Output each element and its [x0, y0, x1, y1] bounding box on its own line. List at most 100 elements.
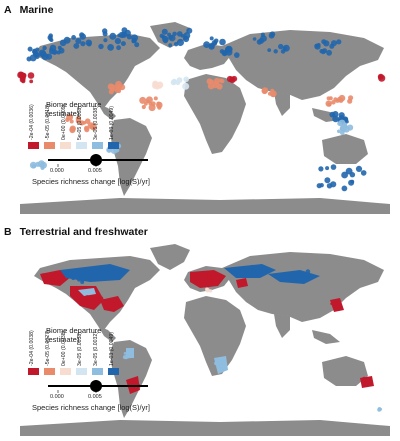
- sampling-point: [29, 54, 37, 62]
- terrestrial-size-tick-1: 0.005: [88, 394, 102, 400]
- marine-legend-title-1: Biome departure: [46, 100, 102, 109]
- sampling-point: [153, 96, 158, 101]
- terrestrial-size-scale: [48, 380, 148, 393]
- sampling-point: [225, 48, 233, 56]
- land-mass: [222, 30, 384, 100]
- marine-size-tick-1: 0.005: [88, 168, 102, 174]
- sampling-point: [162, 35, 169, 43]
- marine-legend-swatch-2: [60, 142, 71, 149]
- marine-legend-swatch-0: [28, 142, 39, 149]
- sampling-point: [208, 289, 213, 293]
- land-mass: [274, 92, 290, 116]
- sampling-point: [331, 302, 335, 306]
- sampling-point: [110, 87, 115, 92]
- terrestrial-legend-swatch-5: [108, 368, 119, 375]
- sampling-point: [305, 274, 309, 278]
- terrestrial-legend-label-0: -2e-04 (0.0038): [29, 330, 35, 366]
- sampling-point: [319, 183, 324, 188]
- marine-legend-label-0: -2e-04 (0.0036): [29, 104, 35, 140]
- sampling-point: [53, 273, 57, 277]
- terrestrial-size-dot: [90, 380, 102, 392]
- sampling-point: [336, 96, 343, 102]
- sampling-point: [168, 43, 173, 48]
- sampling-point: [332, 111, 339, 118]
- sampling-point: [65, 117, 70, 123]
- sampling-point: [79, 120, 85, 126]
- sampling-point: [332, 115, 340, 123]
- sampling-point: [47, 274, 52, 278]
- terrestrial-legend-label-5: 1e-03 (0.0049): [109, 331, 115, 366]
- sampling-point: [134, 42, 140, 48]
- sampling-point: [242, 271, 246, 274]
- sampling-point: [40, 273, 46, 278]
- sampling-point: [35, 161, 41, 167]
- sampling-point: [102, 31, 108, 37]
- sampling-point: [268, 32, 275, 39]
- sampling-point: [75, 116, 82, 122]
- terrestrial-legend-swatch-4: [92, 368, 103, 375]
- land-mass: [184, 74, 246, 154]
- sampling-point: [273, 49, 278, 54]
- sampling-point: [233, 270, 238, 274]
- land-mass: [274, 314, 290, 338]
- sampling-point: [216, 83, 223, 90]
- marine-legend-label-4: 3e-05 (0.0038): [93, 105, 99, 140]
- sampling-point: [87, 276, 91, 279]
- sampling-point: [204, 274, 208, 277]
- sampling-point: [182, 82, 190, 90]
- sampling-point: [209, 273, 212, 277]
- sampling-point: [94, 279, 97, 282]
- sampling-point: [280, 49, 286, 54]
- sampling-point: [71, 275, 76, 281]
- sampling-point: [267, 48, 272, 52]
- sampling-point: [355, 165, 363, 172]
- sampling-point: [305, 269, 311, 274]
- sampling-point: [42, 277, 47, 281]
- terrestrial-legend: Biome departure (estimate) -2e-04 (0.003…: [16, 326, 186, 412]
- terrestrial-legend-swatch-0: [28, 368, 39, 375]
- sampling-point: [336, 39, 342, 45]
- sampling-point: [299, 272, 303, 276]
- sampling-point: [325, 166, 330, 171]
- panel-terrestrial: B Terrestrial and freshwater Biome depart…: [0, 222, 400, 441]
- sampling-point: [131, 39, 136, 44]
- sampling-point: [161, 28, 168, 35]
- sampling-point: [96, 297, 100, 302]
- sampling-point: [318, 166, 324, 172]
- terrestrial-size-tick-0: 0.000: [50, 394, 64, 400]
- sampling-point: [331, 100, 336, 105]
- sampling-point: [365, 378, 369, 382]
- sampling-point: [183, 35, 190, 43]
- terrestrial-legend-title-2: (estimate): [46, 335, 80, 344]
- sampling-point: [45, 53, 53, 60]
- sampling-point: [80, 41, 86, 47]
- sampling-point: [331, 40, 337, 47]
- sampling-point: [29, 161, 37, 169]
- sampling-point: [168, 34, 176, 42]
- sampling-point: [234, 52, 240, 58]
- land-mass: [322, 134, 368, 164]
- sampling-point: [176, 38, 184, 47]
- marine-legend-swatch-4: [92, 142, 103, 149]
- sampling-point: [19, 76, 26, 83]
- sampling-point: [362, 376, 367, 382]
- sampling-point: [107, 44, 114, 51]
- sampling-point: [269, 90, 277, 98]
- sampling-point: [251, 270, 256, 274]
- terrestrial-size-title: Species richness change [log(S)/yr]: [32, 403, 150, 412]
- sampling-point: [70, 272, 74, 276]
- sampling-point: [158, 84, 162, 89]
- sampling-point: [167, 32, 172, 37]
- sampling-point: [75, 38, 82, 44]
- sampling-point: [29, 79, 34, 84]
- land-mass: [150, 244, 190, 270]
- panel-a-title: A Marine: [4, 4, 53, 16]
- sampling-point: [79, 32, 85, 38]
- sampling-point: [297, 277, 301, 282]
- sampling-point: [210, 278, 214, 282]
- sampling-point: [49, 47, 53, 52]
- sampling-point: [347, 98, 353, 104]
- sampling-point: [211, 272, 216, 277]
- sampling-point: [124, 29, 131, 37]
- sampling-point: [278, 43, 284, 50]
